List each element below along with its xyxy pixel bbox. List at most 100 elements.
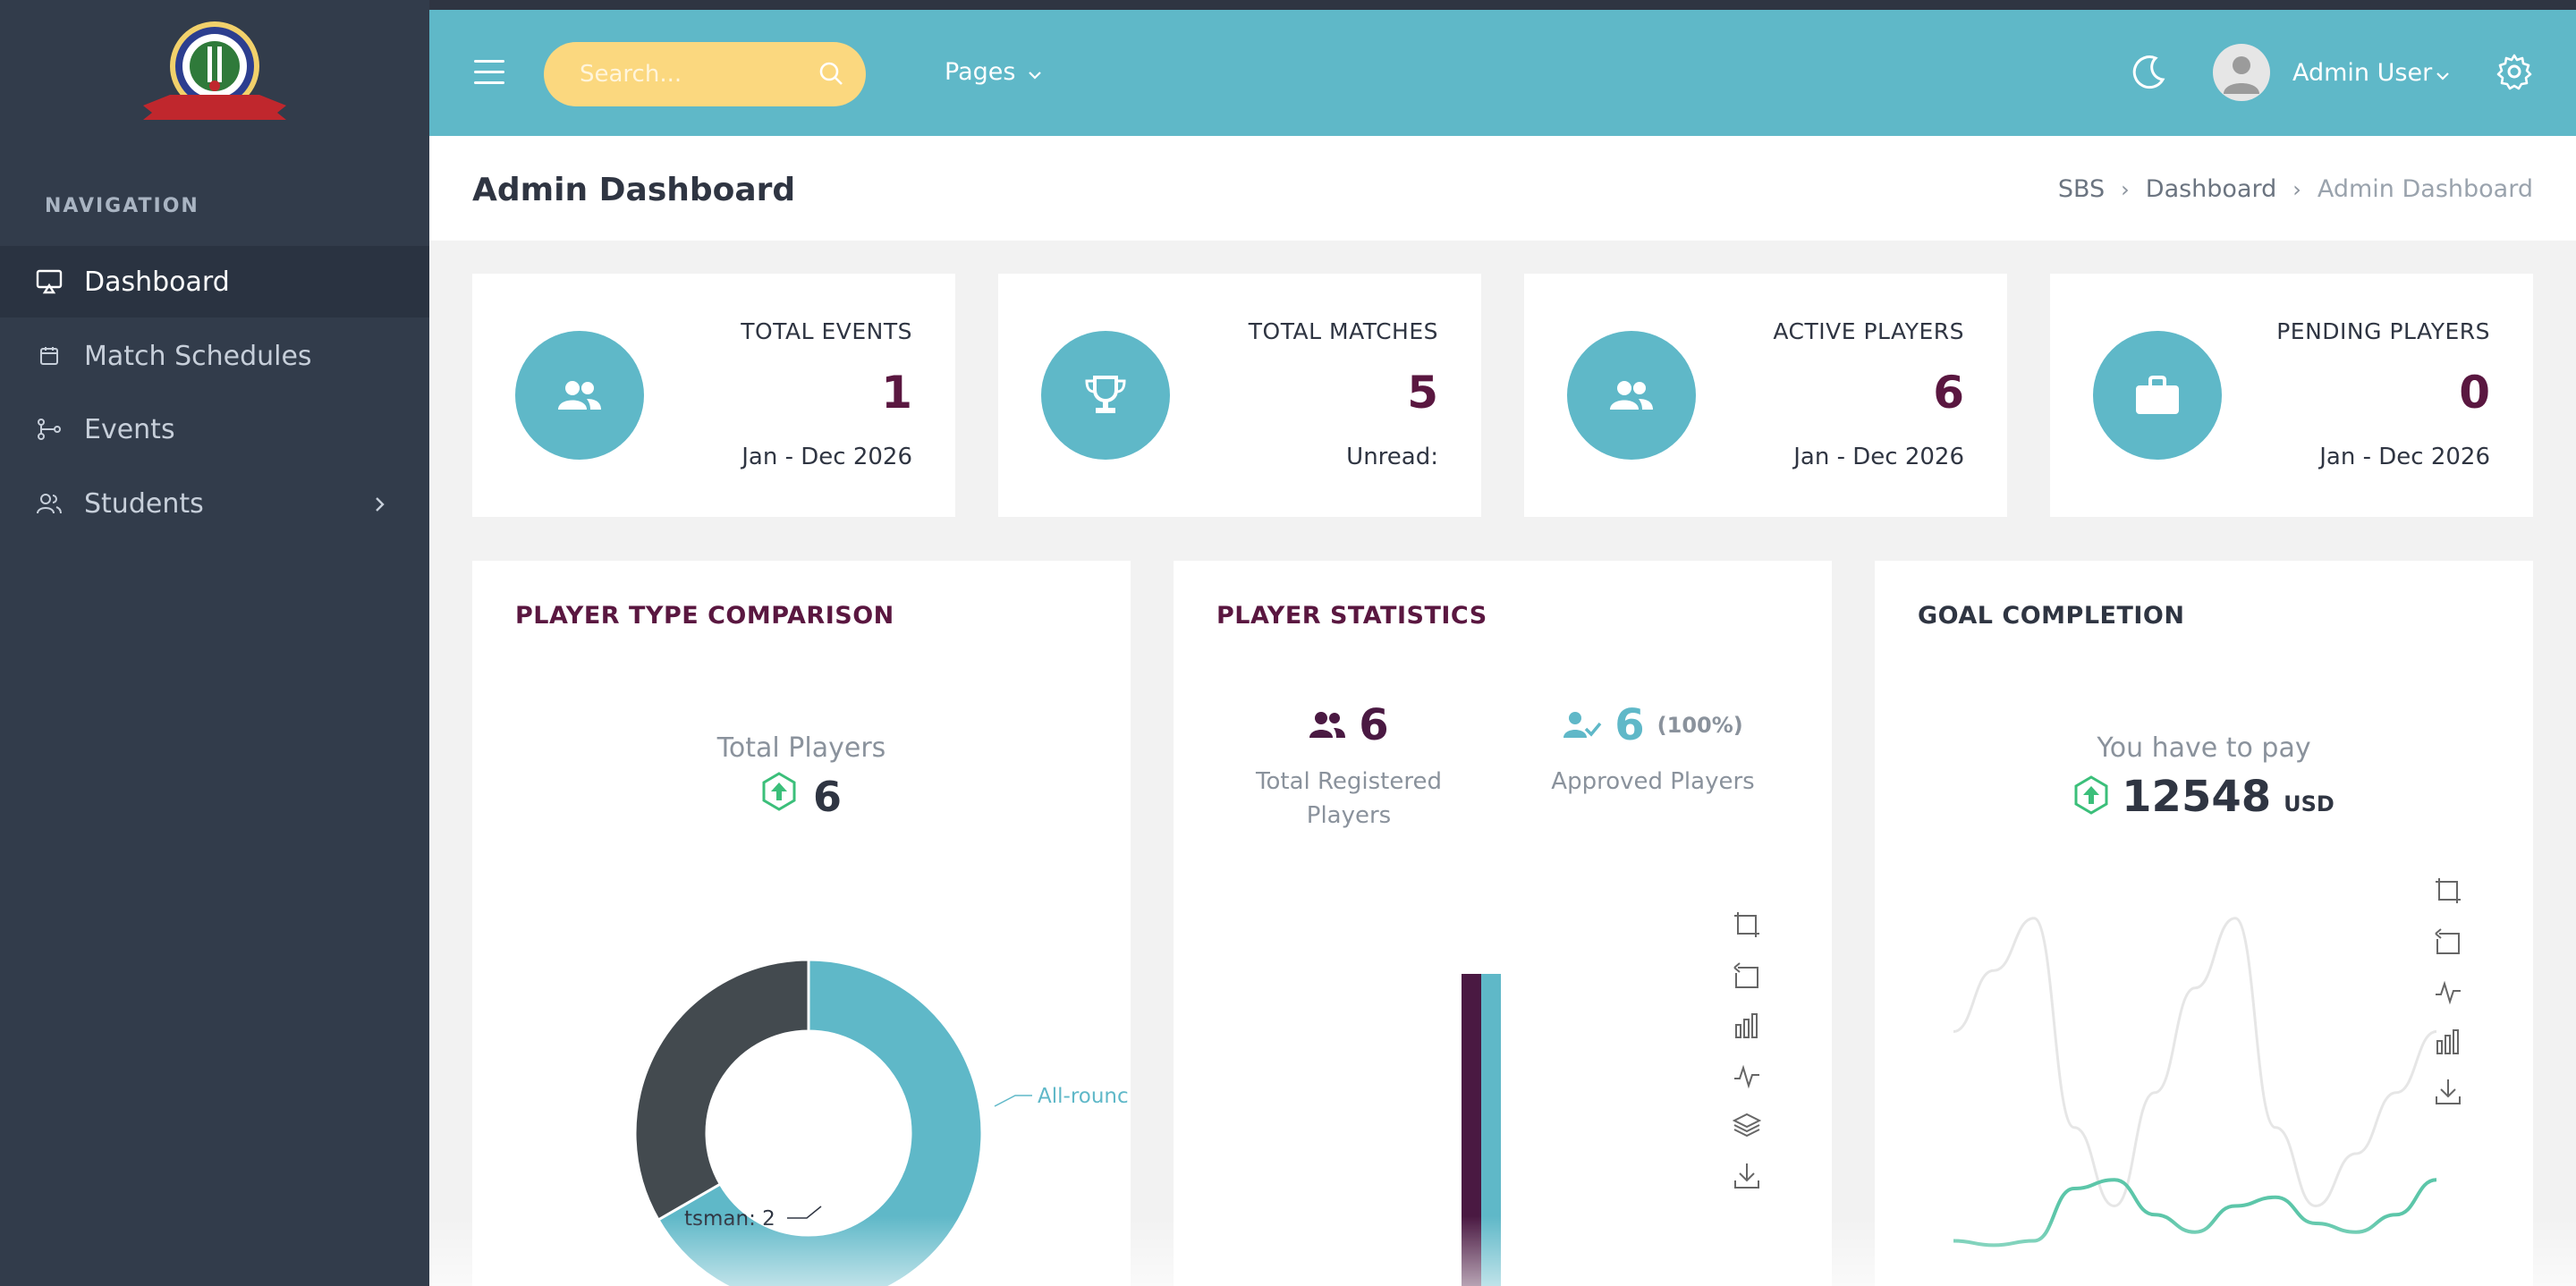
amount-unit: USD (2284, 791, 2334, 816)
donut-slice-batsman[interactable] (633, 958, 810, 1223)
registered-label: Total Registered Players (1256, 768, 1442, 829)
nav-section-title: NAVIGATION (45, 195, 199, 217)
stat-subtext: Unread: (1346, 444, 1438, 470)
bar-chart-icon[interactable] (2433, 1026, 2463, 1056)
total-players-label: Total Players (716, 732, 886, 764)
flow-icon (36, 416, 63, 443)
stat-value: 1 (881, 367, 912, 419)
stat-label: TOTAL EVENTS (741, 318, 912, 344)
pages-label: Pages (945, 58, 1016, 86)
breadcrumb: SBS › Dashboard › Admin Dashboard (2058, 175, 2533, 203)
download-icon[interactable] (2433, 1076, 2463, 1106)
stat-value: 5 (1407, 367, 1438, 419)
trophy-icon (1041, 331, 1170, 460)
breadcrumb-current: Admin Dashboard (2317, 175, 2533, 203)
pak-lions-logo[interactable] (134, 20, 295, 129)
stat-label: PENDING PLAYERS (2276, 318, 2490, 344)
stat-card-total-events: TOTAL EVENTS 1 Jan - Dec 2026 (472, 274, 955, 517)
page-title: Admin Dashboard (472, 172, 796, 208)
pay-amount: 12548 USD (1875, 772, 2533, 822)
bar-chart-icon[interactable] (1732, 1010, 1762, 1040)
gear-icon[interactable] (2496, 53, 2533, 94)
window-top-strip (0, 0, 2576, 10)
sidebar-item-students[interactable]: Students (0, 468, 429, 539)
briefcase-icon (2093, 331, 2222, 460)
chevron-right-icon: › (2292, 176, 2301, 202)
chevron-down-icon (1028, 58, 1042, 86)
sidebar-item-dashboard[interactable]: Dashboard (0, 246, 429, 317)
approved-label: Approved Players (1551, 768, 1755, 795)
users-icon (1309, 700, 1346, 750)
breadcrumb-item[interactable]: Dashboard (2145, 175, 2277, 203)
bar-series-2[interactable] (1481, 974, 1501, 1286)
approved-count: 6 (1614, 700, 1645, 750)
breadcrumb-item[interactable]: SBS (2057, 175, 2106, 203)
amount-value: 12548 (2122, 772, 2272, 822)
player-type-donut-chart: All-rounc tsman: 2 (633, 958, 1129, 1286)
panel-goal-completion: GOAL COMPLETION You have to pay 12548 US… (1875, 561, 2533, 1286)
zoom-reset-icon[interactable] (1732, 960, 1762, 990)
stat-value: 0 (2459, 367, 2490, 419)
bar-series-1[interactable] (1462, 974, 1481, 1286)
approved-percent: (100%) (1657, 713, 1743, 738)
zoom-icon[interactable] (1732, 910, 1762, 940)
arrow-up-hex-icon (761, 772, 797, 821)
download-icon[interactable] (1732, 1160, 1762, 1190)
avatar[interactable] (2213, 44, 2270, 101)
slice-label-allrounder: All-rounc (1038, 1085, 1129, 1108)
pay-label: You have to pay (2097, 732, 2311, 764)
stat-label: TOTAL MATCHES (1248, 318, 1438, 344)
chart-toolbox (1732, 910, 1762, 1190)
chart-toolbox (2433, 876, 2463, 1106)
calendar-icon (36, 343, 63, 369)
main-content: Pages Admin User Admin Dashboard SBS › D… (429, 10, 2576, 1286)
menu-toggle-icon[interactable] (474, 60, 504, 85)
panel-title: PLAYER STATISTICS (1216, 602, 1487, 630)
users-icon (36, 490, 63, 517)
user-name: Admin User (2292, 59, 2433, 87)
stat-label: ACTIVE PLAYERS (1773, 318, 1964, 344)
panel-player-statistics: PLAYER STATISTICS 6 Total Registered Pla… (1174, 561, 1832, 1286)
line-series-2[interactable] (1953, 1178, 2437, 1248)
panel-title: PLAYER TYPE COMPARISON (515, 602, 894, 630)
stat-card-active-players: ACTIVE PLAYERS 6 Jan - Dec 2026 (1524, 274, 2007, 517)
sidebar-item-events[interactable]: Events (0, 393, 429, 465)
sidebar-item-label: Events (84, 413, 175, 445)
leader-line (787, 1206, 822, 1219)
total-players-value: 6 (472, 772, 1131, 821)
search-input[interactable] (544, 42, 866, 106)
sidebar: NAVIGATION Dashboard Match Schedules Eve… (0, 0, 429, 1286)
stat-card-total-matches: TOTAL MATCHES 5 Unread: (998, 274, 1481, 517)
zoom-icon[interactable] (2433, 876, 2463, 906)
pages-dropdown[interactable]: Pages (945, 58, 1042, 86)
search-icon[interactable] (818, 60, 844, 90)
user-menu[interactable]: Admin User (2292, 59, 2450, 87)
arrow-up-hex-icon (2073, 775, 2109, 818)
users-icon (515, 331, 644, 460)
registered-players-stat: 6 Total Registered Players (1252, 700, 1445, 833)
topbar: Pages Admin User (429, 10, 2576, 136)
stat-subtext: Jan - Dec 2026 (741, 444, 912, 470)
sidebar-item-label: Match Schedules (84, 340, 312, 372)
registered-count: 6 (1359, 700, 1389, 750)
chevron-right-icon: › (2121, 176, 2130, 202)
line-chart-icon[interactable] (1732, 1060, 1762, 1090)
panel-player-type-comparison: PLAYER TYPE COMPARISON Total Players 6 A… (472, 561, 1131, 1286)
stat-subtext: Jan - Dec 2026 (1793, 444, 1964, 470)
user-check-icon (1563, 700, 1602, 750)
stack-icon[interactable] (1732, 1110, 1762, 1140)
player-stats-bar-chart (1462, 974, 1501, 1286)
users-icon (1567, 331, 1696, 460)
leader-line (994, 1095, 1032, 1107)
moon-icon[interactable] (2129, 53, 2168, 96)
zoom-reset-icon[interactable] (2433, 926, 2463, 956)
stat-subtext: Jan - Dec 2026 (2319, 444, 2490, 470)
approved-players-stat: 6 (100%) Approved Players (1546, 700, 1760, 799)
chevron-down-icon (2436, 59, 2450, 87)
sidebar-item-match-schedules[interactable]: Match Schedules (0, 320, 429, 392)
sidebar-item-label: Students (84, 487, 204, 520)
stat-card-pending-players: PENDING PLAYERS 0 Jan - Dec 2026 (2050, 274, 2533, 517)
line-chart-icon[interactable] (2433, 976, 2463, 1006)
sidebar-item-label: Dashboard (84, 266, 230, 298)
line-series-1[interactable] (1953, 917, 2437, 1208)
